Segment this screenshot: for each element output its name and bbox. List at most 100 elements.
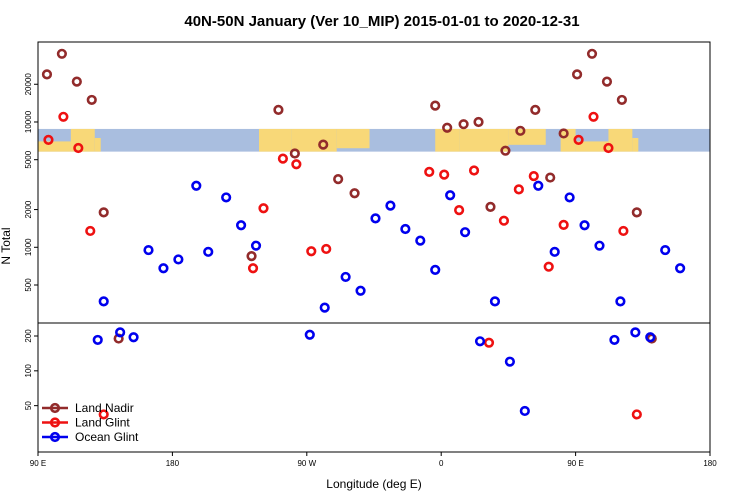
map-land-region	[575, 141, 609, 152]
ocean-glint-point	[158, 263, 169, 274]
land-nadir-point	[586, 48, 598, 59]
legend-marker	[49, 402, 61, 414]
map-land-region	[38, 141, 71, 152]
ocean-glint-point	[609, 334, 620, 346]
land-nadir-point	[71, 76, 82, 87]
ocean-glint-point	[459, 227, 471, 238]
ocean-glint-point	[675, 263, 686, 274]
land-nadir-point	[558, 128, 569, 139]
ocean-glint-point	[173, 254, 184, 265]
ocean-glint-point	[143, 244, 154, 256]
land-glint-point	[454, 205, 465, 216]
ocean-glint-point	[115, 327, 126, 338]
map-land-region	[70, 128, 95, 152]
x-axis: 90 E 180 90 W 0 90 E 180	[30, 452, 717, 468]
land-nadir-point	[86, 94, 97, 106]
ocean-glint-point	[400, 223, 411, 235]
land-glint-point	[618, 225, 629, 237]
x-tick-label: 0	[439, 459, 444, 468]
ocean-glint-point	[489, 296, 501, 307]
ocean-glint-point	[340, 271, 351, 283]
land-nadir-point	[246, 251, 257, 262]
ocean-glint-point	[579, 220, 590, 231]
map-land-region	[94, 138, 101, 152]
y-tick-label: 50	[24, 401, 33, 410]
land-glint-point	[498, 215, 510, 226]
map-land-region	[459, 128, 509, 152]
x-tick-label: 90 E	[567, 459, 583, 468]
legend-marker	[49, 431, 61, 443]
y-axis-label: N Total	[0, 227, 13, 264]
x-tick-label: 90 W	[297, 459, 316, 468]
ocean-glint-point	[430, 264, 441, 275]
land-nadir-point	[545, 172, 556, 183]
x-tick-label: 180	[166, 459, 180, 468]
land-nadir-point	[616, 94, 627, 106]
land-glint-point	[247, 263, 259, 274]
land-nadir-point	[458, 119, 469, 130]
ocean-glint-point	[385, 200, 396, 211]
land-nadir-point	[273, 104, 284, 115]
land-nadir-point	[349, 188, 360, 199]
y-tick-label: 10000	[24, 110, 33, 133]
ocean-glint-point	[98, 296, 109, 307]
plot-frame	[37, 41, 711, 453]
ocean-glint-point	[250, 240, 262, 251]
land-glint-point	[513, 184, 524, 195]
land-nadir-point	[601, 76, 613, 87]
land-nadir-point	[98, 207, 109, 218]
y-axis: 500 1000 2000 5000 10000 20000 50 100 200	[24, 73, 38, 410]
land-glint-point	[43, 134, 54, 145]
ocean-glint-point	[235, 220, 247, 231]
land-glint-point	[468, 165, 480, 176]
ocean-glint-point	[304, 329, 315, 340]
ocean-glint-point	[445, 190, 456, 201]
ocean-glint-point	[128, 332, 139, 343]
legend-marker	[49, 417, 61, 428]
ocean-glint-point	[370, 213, 381, 224]
ocean-glint-point	[533, 180, 544, 191]
land-glint-point	[588, 111, 599, 122]
legend-label: Land Nadir	[75, 401, 134, 415]
map-land-region	[608, 128, 633, 152]
y-tick-label: 1000	[24, 238, 33, 256]
land-nadir-point	[485, 201, 496, 213]
ocean-glint-point	[415, 235, 426, 246]
ocean-glint-point	[549, 246, 560, 257]
land-glint-point	[98, 409, 109, 420]
land-glint-point	[528, 170, 539, 182]
ocean-glint-point	[191, 180, 202, 191]
map-land-region	[508, 128, 546, 145]
land-nadir-point	[333, 174, 344, 185]
ocean-glint-point	[319, 302, 330, 313]
ocean-glint-point	[355, 285, 366, 296]
land-nadir-point	[530, 104, 541, 115]
land-glint-point	[291, 159, 302, 170]
y-tick-label: 100	[24, 364, 33, 378]
ocean-glint-point	[630, 327, 641, 338]
land-nadir-point	[289, 148, 300, 159]
ocean-glint-point	[92, 334, 103, 346]
land-glint-point	[85, 225, 96, 237]
x-tick-label: 90 E	[30, 459, 46, 468]
y-tick-label: 20000	[24, 73, 33, 96]
land-nadir-point	[571, 69, 583, 80]
ocean-glint-point	[660, 244, 671, 256]
land-glint-point	[306, 246, 317, 257]
map-land-region	[291, 128, 337, 152]
land-glint-point	[321, 243, 332, 255]
legend-item-land-nadir: Land Nadir	[42, 401, 134, 415]
y-tick-label: 2000	[24, 200, 33, 218]
land-nadir-point	[318, 139, 329, 150]
map-strip	[38, 128, 710, 152]
ocean-glint-point	[203, 246, 214, 257]
land-nadir-point	[56, 48, 67, 59]
ocean-glint-point	[504, 356, 515, 367]
ocean-glint-point	[519, 405, 530, 417]
x-tick-label: 180	[703, 459, 717, 468]
land-nadir-point	[473, 116, 484, 128]
legend-item-land-glint: Land Glint	[42, 416, 130, 430]
land-glint-point	[424, 166, 435, 177]
map-land-region	[259, 128, 292, 152]
